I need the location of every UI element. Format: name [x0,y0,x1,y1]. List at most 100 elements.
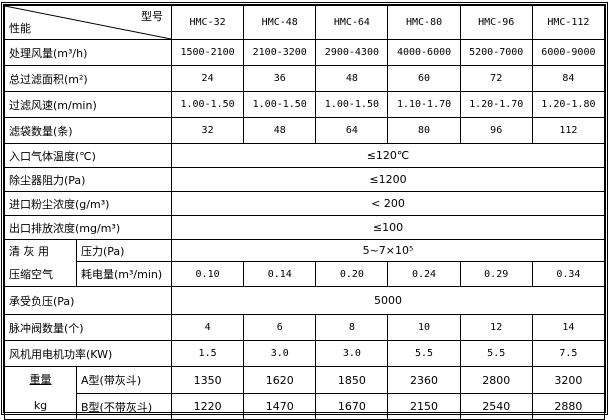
consumption-value: 0.14 [243,261,317,287]
row-value: 1.00-1.50 [170,91,245,118]
row-value: 10 [387,314,461,341]
row-value: 24 [170,65,245,92]
row-value: 5.5 [387,340,461,367]
row-value: 4000-6000 [387,39,461,66]
row-value: 1.00-1.50 [315,91,389,118]
row-value: 3.0 [315,340,389,367]
compressed-air-group: 清 灰 用压缩空气 [4,239,77,287]
row-label: 滤袋数量(条) [4,117,172,144]
consumption-label: 耗电量(m³/min) [76,261,172,287]
row-value: 36 [243,65,317,92]
row-label: 风机用电机功率(KW) [4,340,172,367]
row-label: 入口气体温度(℃) [4,143,172,168]
row-value: 48 [243,117,317,144]
table-row: 入口气体温度(℃) ≤120℃ [4,143,605,168]
weight-value: 2880 [531,393,606,420]
performance-label: 性能 [9,22,31,35]
row-value: 1.5 [170,340,245,367]
row-value: 7.5 [531,340,606,367]
pressure-label: 压力(Pa) [76,238,172,263]
row-value: 14 [531,314,606,341]
row-value: 5000 [171,286,605,315]
row-value: 64 [315,117,389,144]
diagonal-line [5,6,171,39]
table-row: 总过滤面积(m²) 24 36 48 60 72 84 [4,65,606,92]
row-value: 5.5 [459,340,533,367]
air-consumption-row: 耗电量(m³/min) 0.10 0.14 0.20 0.24 0.29 0.34 [5,261,606,287]
weight-value: 1620 [243,365,317,395]
row-label: 脉冲阀数量(个) [4,314,172,341]
row-value: 96 [459,117,533,144]
row-value: 1.20-1.80 [531,91,606,118]
consumption-value: 0.34 [531,261,606,287]
model-header: HMC-112 [531,5,606,40]
row-label: 处理风量(m³/h) [4,39,172,66]
weight-a-row: 重量 kg A型(带灰斗) 1350 1620 1850 2360 2800 3200 [4,365,606,420]
row-label: 除尘器阻力(Pa) [4,167,172,192]
model-label: 型号 [141,10,163,23]
row-value: 112 [531,117,606,144]
header-row: 型号 性能 HMC-32 HMC-48 HMC-64 HMC-80 HMC-96… [4,5,606,40]
row-value: 3.0 [243,340,317,367]
table-row: 风机用电机功率(KW) 1.5 3.0 3.0 5.5 5.5 7.5 [4,340,606,367]
model-header: HMC-48 [243,5,317,40]
row-label: 出口排放浓度(mg/m³) [4,215,172,240]
weight-value: 1350 [170,365,245,395]
weight-unit: kg [33,399,48,412]
row-value: 2100-3200 [243,39,317,66]
consumption-value: 0.20 [315,261,389,287]
row-value: 1500-2100 [170,39,245,66]
pressure-value: 5~7×10⁵ [171,238,605,263]
row-value: 1.10-1.70 [387,91,461,118]
table-row: 滤袋数量(条) 32 48 64 80 96 112 [4,117,606,144]
row-value: ≤120℃ [171,143,605,168]
model-header: HMC-80 [387,5,461,40]
weight-group: 重量 kg [4,366,77,420]
a-type-label: A型(带灰斗) [76,365,172,395]
row-value: 60 [387,65,461,92]
table-row: 除尘器阻力(Pa) ≤1200 [4,167,605,192]
row-value: 5200-7000 [459,39,533,66]
row-value: 6 [243,314,317,341]
row-value: 6000-9000 [531,39,606,66]
table-row: 进口粉尘浓度(g/m³) < 200 [4,191,605,216]
row-value: 48 [315,65,389,92]
consumption-value: 0.24 [387,261,461,287]
table-row: 脉冲阀数量(个) 4 6 8 10 12 14 [4,314,606,341]
weight-value: 1670 [315,393,389,420]
weight-label: 重量 [29,373,52,386]
weight-value: 2360 [387,365,461,395]
weight-value: 1220 [170,393,245,420]
row-value: < 200 [171,191,605,216]
diagonal-header-cell: 型号 性能 [4,5,172,40]
row-value: 72 [459,65,533,92]
weight-value: 2540 [459,393,533,420]
air-pressure-row: 清 灰 用压缩空气 压力(Pa) 5~7×10⁵ [4,238,605,287]
weight-b-row: B型(不带灰斗) 1220 1470 1670 2150 2540 2880 [5,393,606,420]
weight-value: 2150 [387,393,461,420]
model-header: HMC-32 [170,5,245,40]
row-value: 8 [315,314,389,341]
b-type-label: B型(不带灰斗) [76,393,172,420]
group-label-1: 清 灰 用 [9,245,49,258]
row-value: 32 [170,117,245,144]
row-value: ≤1200 [171,167,605,192]
row-label: 过滤风速(m/min) [4,91,172,118]
weight-value: 3200 [531,365,606,395]
weight-value: 2800 [459,365,533,395]
spec-table: 型号 性能 HMC-32 HMC-48 HMC-64 HMC-80 HMC-96… [4,5,606,420]
row-value: 84 [531,65,606,92]
table-row: 出口排放浓度(mg/m³) ≤100 [4,215,605,240]
row-label: 总过滤面积(m²) [4,65,172,92]
negative-pressure-row: 承受负压(Pa) 5000 [4,286,605,315]
row-value: ≤100 [171,215,605,240]
row-label: 承受负压(Pa) [4,286,172,315]
consumption-value: 0.29 [459,261,533,287]
weight-value: 1470 [243,393,317,420]
table-row: 过滤风速(m/min) 1.00-1.50 1.00-1.50 1.00-1.50 1.… [4,91,606,118]
consumption-value: 0.10 [170,261,245,287]
row-value: 80 [387,117,461,144]
row-value: 2900-4300 [315,39,389,66]
table-row: 处理风量(m³/h) 1500-2100 2100-3200 2900-4300 400… [4,39,606,66]
